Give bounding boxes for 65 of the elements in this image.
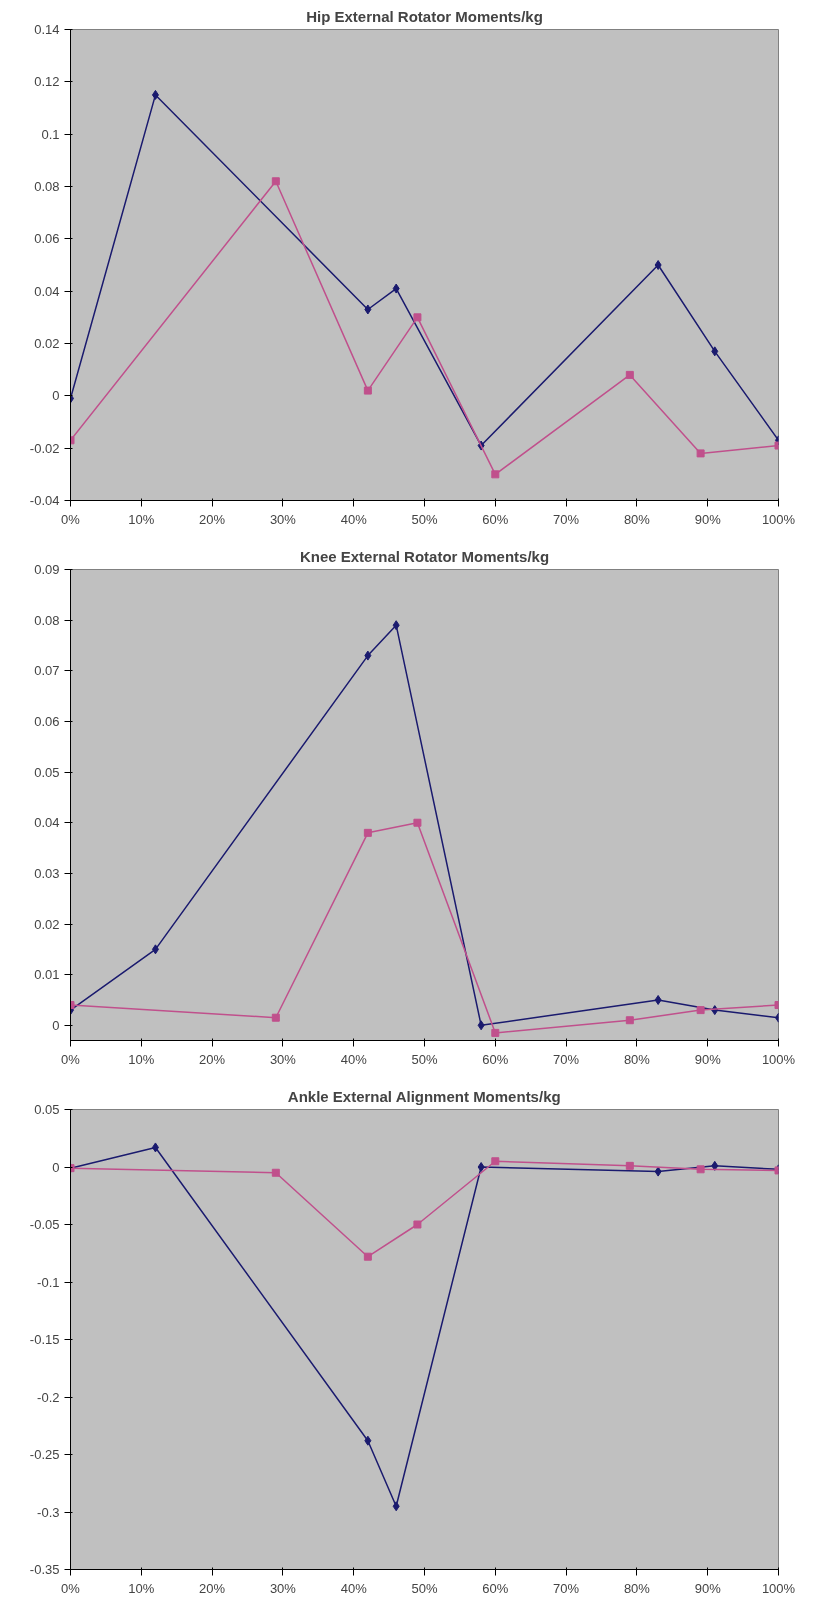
x-tick-label: 80% — [623, 1051, 651, 1067]
y-tick-label: 0.04 — [34, 283, 60, 299]
y-tick-label: -0.15 — [29, 1332, 60, 1347]
x-tick-label: 40% — [340, 1580, 368, 1596]
chart-title: Hip External Rotator Moments/kg — [306, 7, 543, 25]
x-tick-label: 50% — [411, 1580, 438, 1596]
y-tick-label: 0 — [52, 388, 60, 404]
y-tick-label: -0.02 — [29, 440, 60, 456]
y-tick-label: 0.03 — [34, 865, 60, 881]
y-tick-label: 0.1 — [41, 126, 60, 142]
y-tick-label: -0.05 — [29, 1217, 60, 1232]
y-tick-label: 0 — [52, 1017, 60, 1033]
x-tick-label: 0% — [61, 511, 81, 527]
y-tick-label: 0.09 — [34, 562, 60, 577]
y-tick-label: -0.04 — [29, 493, 60, 508]
y-tick-label: 0.07 — [34, 663, 60, 679]
x-tick-label: 10% — [128, 1051, 155, 1067]
y-tick-label: -0.2 — [37, 1389, 60, 1405]
y-tick-label: 0.05 — [34, 1102, 60, 1117]
x-tick-label: 70% — [553, 1580, 580, 1596]
y-tick-label: 0.12 — [34, 74, 60, 90]
x-tick-label: 50% — [411, 1051, 438, 1067]
x-tick-label: 20% — [199, 1580, 226, 1596]
x-tick-label: 70% — [553, 1051, 580, 1067]
y-tick-label: -0.25 — [29, 1447, 60, 1462]
x-tick-label: 20% — [199, 1051, 226, 1067]
y-tick-label: 0.02 — [34, 916, 60, 932]
y-tick-label: 0.06 — [34, 713, 60, 729]
x-tick-label: 30% — [269, 511, 297, 527]
y-tick-label: 0.05 — [34, 764, 60, 780]
x-tick-label: 40% — [340, 1051, 368, 1067]
x-tick-label: 30% — [269, 1051, 297, 1067]
x-tick-label: 20% — [199, 511, 226, 527]
x-tick-label: 60% — [482, 1051, 509, 1067]
x-tick-label: 100% — [761, 511, 796, 527]
x-tick-label: 100% — [761, 1051, 796, 1067]
x-tick-label: 40% — [340, 511, 368, 527]
y-tick-label: -0.35 — [29, 1562, 60, 1577]
y-tick-label: 0.14 — [34, 22, 60, 37]
y-tick-label: 0.06 — [34, 231, 60, 247]
y-tick-label: 0 — [52, 1159, 60, 1175]
x-tick-label: 30% — [269, 1580, 297, 1596]
x-tick-label: 90% — [694, 1580, 722, 1596]
chart-title: Knee External Rotator Moments/kg — [299, 547, 550, 565]
y-tick-label: 0.08 — [34, 612, 60, 628]
y-tick-label: -0.3 — [37, 1504, 60, 1520]
y-tick-label: -0.1 — [37, 1274, 60, 1290]
x-tick-label: 90% — [694, 1051, 722, 1067]
y-tick-label: 0.01 — [34, 967, 60, 983]
y-tick-label: 0.08 — [34, 179, 60, 194]
x-tick-label: 80% — [623, 1580, 651, 1596]
x-tick-label: 60% — [482, 511, 509, 527]
x-tick-label: 50% — [411, 511, 438, 527]
x-tick-label: 10% — [128, 1580, 155, 1596]
x-tick-label: 100% — [761, 1580, 796, 1596]
x-tick-label: 70% — [553, 511, 580, 527]
x-tick-label: 0% — [61, 1580, 81, 1596]
x-tick-label: 80% — [623, 511, 651, 527]
chart-title: Ankle External Alignment Moments/kg — [287, 1087, 561, 1105]
y-tick-label: 0.04 — [34, 815, 60, 831]
x-tick-label: 0% — [61, 1051, 81, 1067]
y-tick-label: 0.02 — [34, 336, 60, 351]
x-tick-label: 90% — [694, 511, 722, 527]
x-tick-label: 10% — [128, 511, 155, 527]
x-tick-label: 60% — [482, 1580, 509, 1596]
